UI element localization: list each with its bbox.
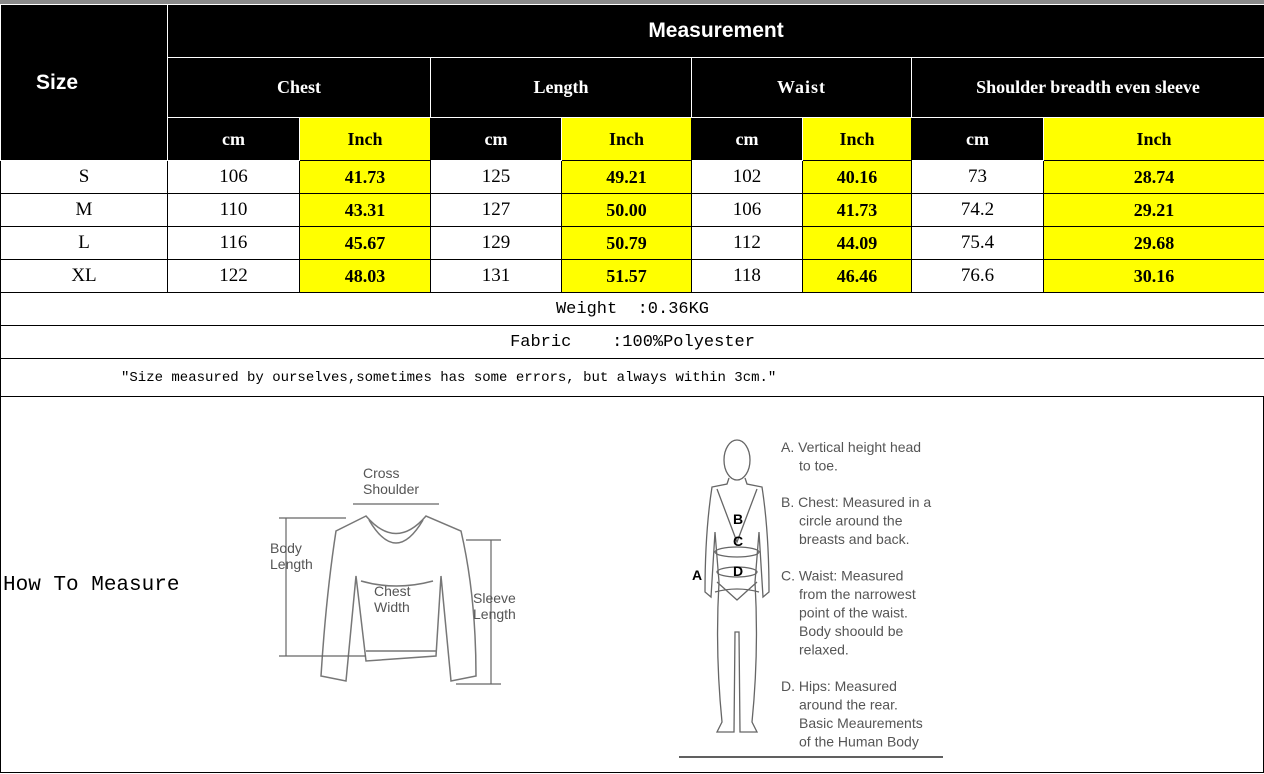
cm-value-cell: 102 (691, 160, 803, 194)
body-note-line: D. Hips: Measured (781, 678, 897, 694)
inch-value-cell: 45.67 (299, 226, 431, 260)
body-note-line: around the rear. (799, 697, 898, 713)
top-border (0, 0, 1264, 4)
fabric-info: Fabric :100%Polyester (0, 325, 1264, 359)
group-waist: Waist (691, 57, 912, 118)
marker-b: B (733, 511, 743, 527)
cm-value-cell: 73 (911, 160, 1044, 194)
body-note-line: breasts and back. (799, 531, 910, 547)
cm-value-cell: 118 (691, 259, 803, 293)
inch-value-cell: 48.03 (299, 259, 431, 293)
body-note-line: Basic Meaurements (799, 715, 923, 731)
size-cell: M (0, 193, 168, 227)
sleeve-length-label: Sleeve (473, 590, 516, 606)
inch-value-cell: 49.21 (561, 160, 692, 194)
body-diagram: A B C D A. Vertical height head to toe. B.… (679, 439, 943, 758)
inch-value-cell: 29.21 (1042, 193, 1264, 227)
inch-value-cell: 40.16 (802, 160, 912, 194)
inch-value-cell: 50.79 (561, 226, 692, 260)
table-row: S 106 41.73 125 49.21 102 40.16 73 28.74 (0, 160, 1264, 194)
group-chest: Chest (167, 57, 431, 118)
sweater-diagram: Cross Shoulder Body Length Chest Width S… (270, 465, 516, 685)
unit-header-cm: cm (167, 117, 300, 161)
size-chart-table: Size Measurement Chest Length Waist Shou… (0, 4, 1264, 397)
unit-header-inch: Inch (802, 117, 912, 161)
inch-value-cell: 44.09 (802, 226, 912, 260)
cm-value-cell: 125 (430, 160, 562, 194)
cm-value-cell: 75.4 (911, 226, 1044, 260)
cm-value-cell: 74.2 (911, 193, 1044, 227)
cm-value-cell: 110 (167, 193, 300, 227)
sleeve-length-label: Length (473, 606, 516, 622)
body-note-line: circle around the (799, 513, 903, 529)
unit-header-inch: Inch (561, 117, 692, 161)
cm-value-cell: 122 (167, 259, 300, 293)
chest-width-label: Chest (374, 583, 411, 599)
cross-shoulder-label: Shoulder (363, 481, 419, 497)
unit-header-inch: Inch (299, 117, 431, 161)
body-length-label: Body (270, 540, 302, 556)
body-note-line: Body shoould be (799, 623, 904, 639)
group-shoulder: Shoulder breadth even sleeve (910, 57, 1264, 118)
group-length: Length (430, 57, 692, 118)
size-cell: S (0, 160, 168, 194)
body-note-line: A. Vertical height head (781, 439, 921, 455)
cm-value-cell: 116 (167, 226, 300, 260)
chest-width-label: Width (374, 599, 410, 615)
cm-value-cell: 76.6 (911, 259, 1044, 293)
weight-info: Weight :0.36KG (0, 292, 1264, 326)
body-note-line: C. Waist: Measured (781, 568, 903, 584)
body-note-line: to toe. (799, 458, 838, 474)
inch-value-cell: 46.46 (802, 259, 912, 293)
size-cell: L (0, 226, 168, 260)
inch-value-cell: 41.73 (802, 193, 912, 227)
table-row: XL 122 48.03 131 51.57 118 46.46 76.6 30.16 (0, 259, 1264, 293)
cm-value-cell: 106 (167, 160, 300, 194)
marker-a: A (692, 567, 702, 583)
unit-header-cm: cm (430, 117, 562, 161)
marker-c: C (733, 533, 743, 549)
inch-value-cell: 50.00 (561, 193, 692, 227)
table-row: L 116 45.67 129 50.79 112 44.09 75.4 29.68 (0, 226, 1264, 260)
body-note-line: from the narrowest (799, 586, 916, 602)
cm-value-cell: 106 (691, 193, 803, 227)
body-note-line: relaxed. (799, 642, 849, 658)
unit-header-cm: cm (691, 117, 803, 161)
table-row: M 110 43.31 127 50.00 106 41.73 74.2 29.21 (0, 193, 1264, 227)
body-note-line: B. Chest: Measured in a (781, 494, 931, 510)
size-header: Size (0, 4, 168, 161)
body-note-line: of the Human Body (799, 734, 919, 750)
measurement-note: "Size measured by ourselves,sometimes ha… (0, 358, 1264, 397)
how-to-measure-label: How To Measure (3, 574, 180, 597)
body-note-line: point of the waist. (799, 605, 908, 621)
measurement-header: Measurement (166, 4, 1264, 58)
body-length-label: Length (270, 556, 313, 572)
cm-value-cell: 129 (430, 226, 562, 260)
size-cell: XL (0, 259, 168, 293)
unit-header-cm: cm (911, 117, 1044, 161)
cm-value-cell: 131 (430, 259, 562, 293)
inch-value-cell: 30.16 (1042, 259, 1264, 293)
inch-value-cell: 51.57 (561, 259, 692, 293)
unit-header-inch: Inch (1042, 117, 1264, 161)
how-to-measure-section: How To Measure Cross Shoulder Body Lengt… (0, 396, 1264, 773)
inch-value-cell: 43.31 (299, 193, 431, 227)
inch-value-cell: 29.68 (1042, 226, 1264, 260)
inch-value-cell: 28.74 (1042, 160, 1264, 194)
cross-shoulder-label: Cross (363, 465, 400, 481)
inch-value-cell: 41.73 (299, 160, 431, 194)
marker-d: D (733, 563, 743, 579)
cm-value-cell: 127 (430, 193, 562, 227)
cm-value-cell: 112 (691, 226, 803, 260)
